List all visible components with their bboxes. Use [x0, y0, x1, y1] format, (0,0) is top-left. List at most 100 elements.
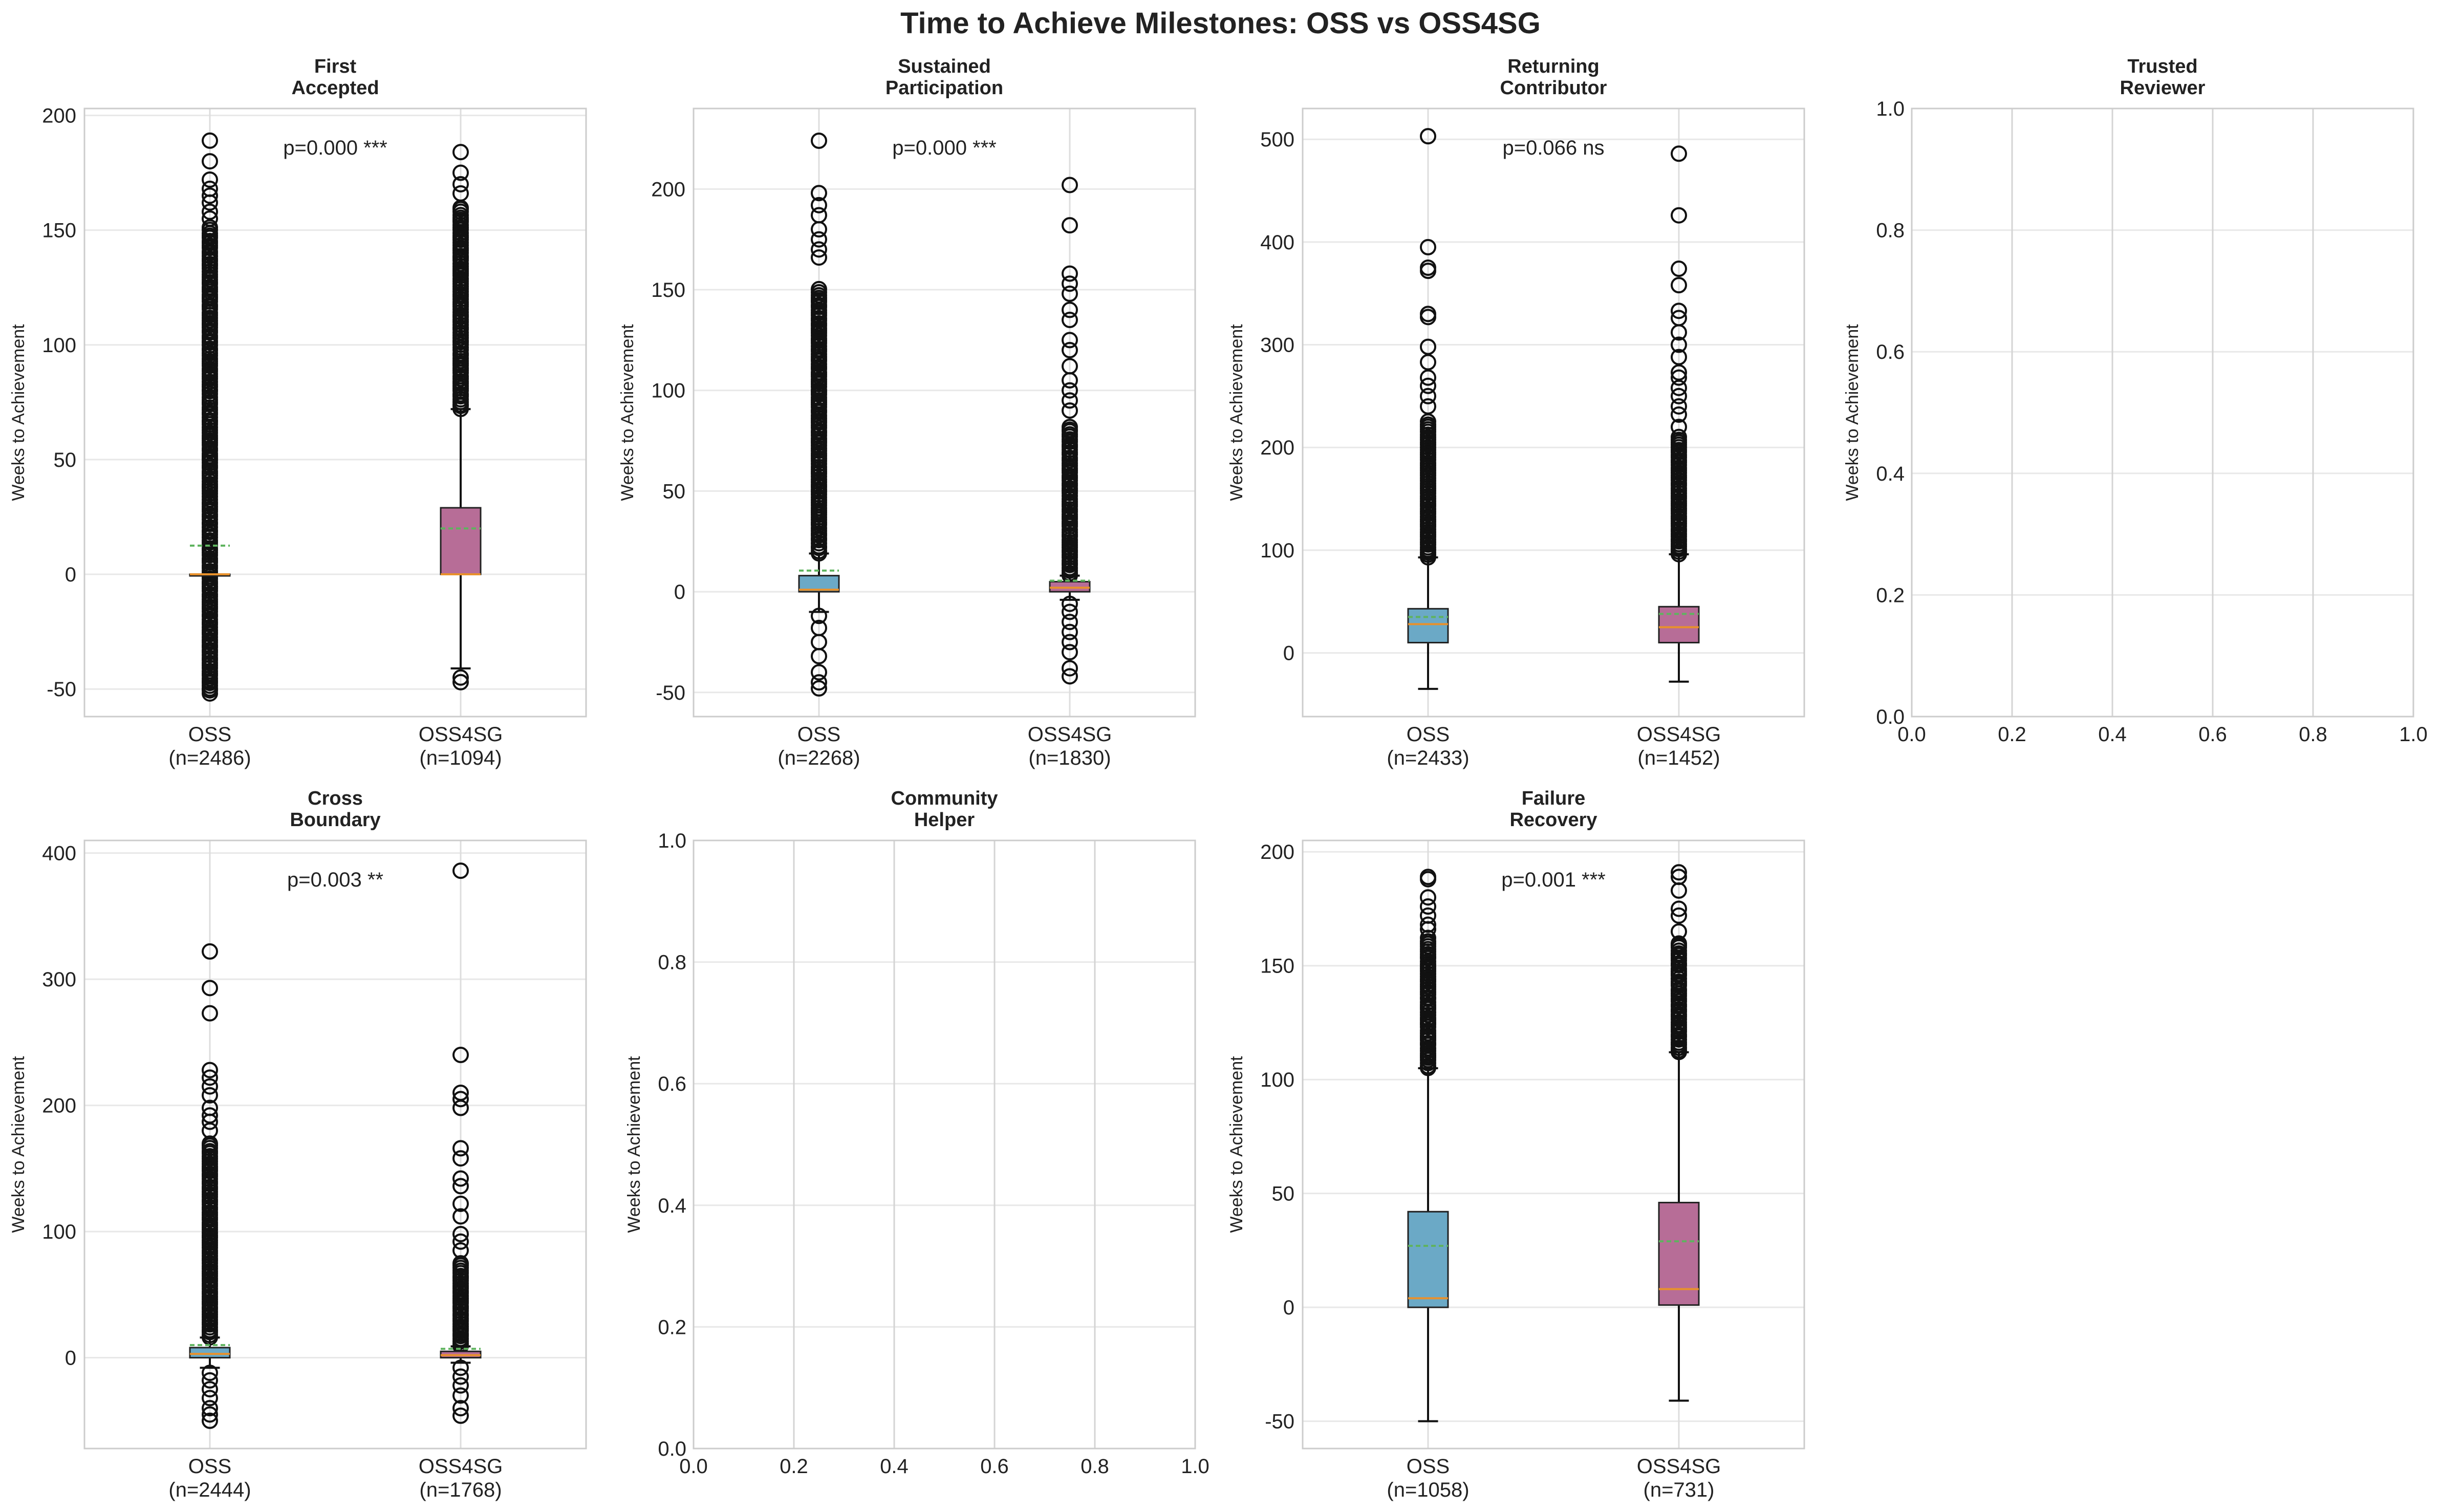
- outlier-point: [1671, 336, 1687, 353]
- y-tick-label: 300: [1260, 334, 1294, 357]
- outlier-point: [1420, 387, 1436, 404]
- outlier-point: [1671, 324, 1687, 341]
- subplot-title-line1: Failure: [1522, 788, 1586, 809]
- x-tick-label-group: OSS4SG: [1028, 723, 1112, 746]
- subplot-title-line1: First: [314, 56, 357, 77]
- outlier-point: [202, 1390, 218, 1407]
- outlier-point: [811, 221, 827, 238]
- outlier-point: [202, 203, 218, 220]
- outlier-point: [452, 144, 469, 161]
- outlier-point: [1062, 301, 1078, 318]
- outlier-point: [452, 1208, 469, 1225]
- outlier-point: [202, 171, 218, 188]
- outlier-point: [1062, 372, 1078, 389]
- y-tick-label: 200: [1260, 841, 1294, 863]
- outlier-point: [202, 1062, 218, 1078]
- y-tick-label: 50: [1272, 1183, 1295, 1205]
- outlier-point: [202, 1135, 218, 1152]
- x-tick-label: 0.4: [2098, 723, 2127, 746]
- x-tick-label-group: OSS: [1407, 1455, 1450, 1478]
- outlier-point: [452, 1242, 469, 1259]
- outlier-point: [202, 1365, 218, 1381]
- outlier-point: [811, 241, 827, 258]
- outlier-point: [1062, 660, 1078, 677]
- subplot-title-line1: Cross: [308, 788, 363, 809]
- x-tick-label-n: (n=731): [1644, 1479, 1715, 1501]
- x-tick-label-n: (n=1452): [1637, 747, 1720, 769]
- y-tick-label: 0: [674, 581, 685, 603]
- y-tick-label: 0.4: [1876, 463, 1905, 485]
- y-tick-label: 0.8: [1876, 220, 1905, 242]
- y-tick-label: 0: [65, 1347, 76, 1370]
- y-tick-label: 100: [651, 380, 685, 402]
- outlier-point: [202, 1400, 218, 1417]
- y-tick-label: 150: [42, 220, 76, 242]
- y-axis-label: Weeks to Achievement: [9, 1056, 28, 1233]
- outlier-point: [1671, 387, 1687, 404]
- y-tick-label: 100: [42, 1221, 76, 1243]
- outlier-point: [1420, 398, 1436, 415]
- y-tick-label: 0.0: [1876, 706, 1905, 728]
- x-tick-label: 1.0: [2399, 723, 2428, 746]
- subplot-title-line2: Helper: [914, 809, 975, 831]
- x-tick-label: 0.6: [2198, 723, 2227, 746]
- outlier-point: [1062, 342, 1078, 359]
- y-tick-label: 0.8: [658, 952, 686, 974]
- outlier-point: [452, 1047, 469, 1064]
- y-tick-label: 1.0: [1876, 98, 1905, 120]
- outlier-point: [1420, 354, 1436, 371]
- outlier-point: [1420, 898, 1436, 915]
- y-tick-label: 1.0: [658, 830, 686, 852]
- outlier-point: [1671, 369, 1687, 386]
- outlier-point: [1420, 263, 1436, 279]
- subplot-title-line2: Recovery: [1509, 809, 1597, 831]
- box-iqr: [189, 1347, 231, 1359]
- y-tick-label: 400: [1260, 231, 1294, 254]
- outlier-point: [1671, 907, 1687, 924]
- y-axis-label: Weeks to Achievement: [1843, 324, 1862, 501]
- axes-frame: [693, 107, 1196, 718]
- outlier-point: [1062, 419, 1078, 436]
- outlier-point: [202, 219, 218, 236]
- x-tick-label-n: (n=1768): [419, 1479, 502, 1501]
- outlier-point: [1671, 379, 1687, 396]
- outlier-point: [1671, 935, 1687, 952]
- outlier-point: [1420, 377, 1436, 394]
- x-tick-label: 0.0: [1897, 723, 1926, 746]
- y-tick-label: 200: [42, 104, 76, 127]
- outlier-point: [202, 1122, 218, 1139]
- outlier-point: [452, 1359, 469, 1376]
- outlier-point: [202, 194, 218, 211]
- y-tick-label: 0: [1283, 1297, 1294, 1319]
- p-value-annotation: p=0.066 ns: [1502, 137, 1604, 159]
- outlier-point: [1420, 128, 1436, 145]
- outlier-point: [202, 1412, 218, 1429]
- outlier-point: [1062, 382, 1078, 399]
- x-tick-label: 0.2: [780, 1455, 808, 1478]
- x-tick-label-group: OSS4SG: [1637, 723, 1721, 746]
- outlier-point: [1420, 338, 1436, 355]
- outlier-point: [202, 1113, 218, 1130]
- subplot-title-line1: Trusted: [2127, 56, 2197, 77]
- subplot-title-line2: Accepted: [291, 77, 379, 99]
- outlier-point: [452, 1150, 469, 1167]
- y-tick-label: 0.4: [658, 1195, 686, 1217]
- y-tick-label: 0.2: [1876, 584, 1905, 607]
- y-tick-label: 50: [54, 449, 77, 471]
- outlier-point: [452, 176, 469, 192]
- x-tick-label: 0.0: [679, 1455, 708, 1478]
- outlier-point: [202, 132, 218, 149]
- outlier-point: [1671, 207, 1687, 224]
- outlier-point: [202, 1078, 218, 1095]
- outlier-point: [1671, 923, 1687, 940]
- y-axis-label: Weeks to Achievement: [618, 324, 637, 501]
- outlier-point: [1062, 392, 1078, 409]
- outlier-point: [1062, 623, 1078, 640]
- outlier-point: [1671, 864, 1687, 881]
- x-tick-label-n: (n=1830): [1028, 747, 1111, 769]
- outlier-point: [452, 1140, 469, 1157]
- outlier-point: [1671, 364, 1687, 381]
